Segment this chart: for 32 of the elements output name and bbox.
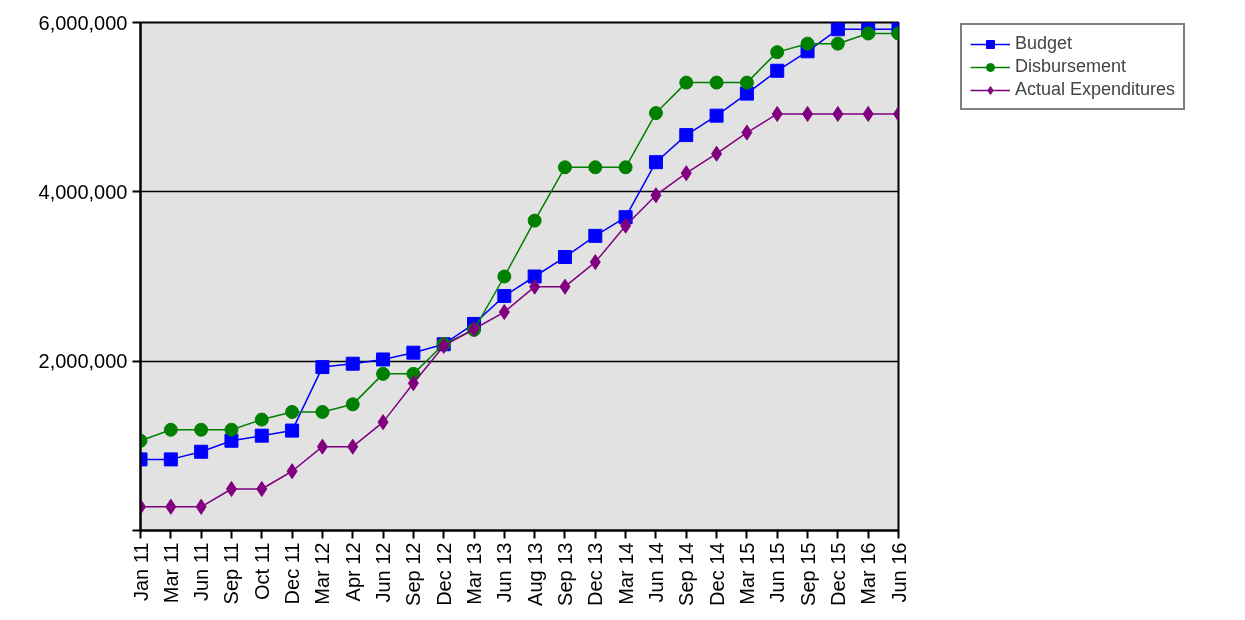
x-tick-label: Mar 16 <box>857 542 880 605</box>
x-tick-label: Jun 15 <box>766 542 789 603</box>
x-tick-label: Mar 14 <box>614 542 637 605</box>
x-tick-label: Aug 13 <box>523 542 546 606</box>
x-tick-label: Dec 11 <box>281 542 304 605</box>
x-tick-label: Jun 11 <box>190 542 213 602</box>
x-tick-label: Apr 12 <box>341 542 364 602</box>
y-tick-label: 4,000,000 <box>38 180 128 203</box>
x-tick-label: Jun 13 <box>493 542 516 603</box>
legend-label: Actual Expenditures <box>1015 79 1176 100</box>
x-tick-label: Dec 15 <box>826 542 849 606</box>
x-tick-label: Dec 14 <box>705 542 728 606</box>
x-tick-label: Mar 12 <box>311 542 334 605</box>
x-tick-label: Sep 13 <box>553 542 576 606</box>
y-tick-label: 6,000,000 <box>38 11 128 34</box>
x-tick-label: Dec 13 <box>584 542 607 606</box>
x-tick-label: Jun 12 <box>372 542 395 603</box>
x-tick-label: Sep 14 <box>675 542 698 606</box>
y-tick-label: 2,000,000 <box>38 350 128 373</box>
x-tick-label: Mar 11 <box>159 542 182 604</box>
x-tick-label: Sep 11 <box>220 542 243 605</box>
x-tick-label: Sep 15 <box>796 542 819 606</box>
legend-label: Disbursement <box>1015 56 1127 77</box>
x-tick-label: Sep 12 <box>402 542 425 606</box>
x-tick-label: Jan 11 <box>129 542 152 602</box>
x-tick-label: Mar 13 <box>463 542 486 605</box>
x-tick-label: Jun 14 <box>644 542 667 603</box>
x-tick-label: Mar 15 <box>735 542 758 605</box>
legend-label: Budget <box>1015 33 1073 54</box>
x-tick-label: Oct 11 <box>250 542 273 600</box>
x-tick-label: Dec 12 <box>432 542 455 606</box>
x-tick-label: Jun 16 <box>887 542 910 603</box>
